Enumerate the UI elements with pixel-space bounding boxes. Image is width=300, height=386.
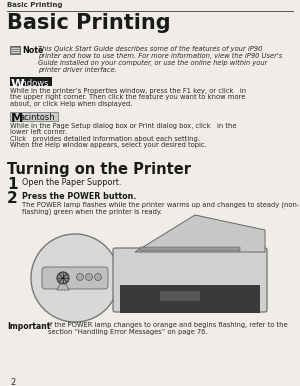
Text: The POWER lamp flashes while the printer warms up and changes to steady (non-: The POWER lamp flashes while the printer… xyxy=(22,202,299,208)
Bar xyxy=(10,112,58,121)
Bar xyxy=(10,77,52,86)
Text: Note: Note xyxy=(22,46,44,55)
Text: Guide installed on your computer, or use the online help within your: Guide installed on your computer, or use… xyxy=(38,59,267,66)
Bar xyxy=(140,247,240,251)
Text: Basic Printing: Basic Printing xyxy=(7,2,62,8)
Text: Basic Printing: Basic Printing xyxy=(7,13,171,33)
Text: Open the Paper Support.: Open the Paper Support. xyxy=(22,178,122,187)
Text: lower left corner.: lower left corner. xyxy=(10,129,67,135)
Text: Click   provides detailed information about each setting.: Click provides detailed information abou… xyxy=(10,136,200,142)
Text: W: W xyxy=(11,78,25,90)
Text: M: M xyxy=(11,112,23,125)
Bar xyxy=(160,291,200,301)
Text: acintosh: acintosh xyxy=(19,113,55,122)
Text: When the Help window appears, select your desired topic.: When the Help window appears, select you… xyxy=(10,142,207,149)
Text: 2: 2 xyxy=(10,378,15,386)
Bar xyxy=(120,285,260,313)
FancyBboxPatch shape xyxy=(42,267,108,289)
Text: While in the Page Setup dialog box or Print dialog box, click   in the: While in the Page Setup dialog box or Pr… xyxy=(10,123,236,129)
Circle shape xyxy=(57,272,69,284)
Text: 1: 1 xyxy=(7,177,17,192)
Text: This Quick Start Guide describes some of the features of your iP90: This Quick Start Guide describes some of… xyxy=(38,46,262,52)
Text: Important: Important xyxy=(7,322,50,331)
Text: flashing) green when the printer is ready.: flashing) green when the printer is read… xyxy=(22,208,162,215)
Circle shape xyxy=(31,234,119,322)
Text: indows: indows xyxy=(19,78,49,88)
Circle shape xyxy=(76,274,83,281)
FancyBboxPatch shape xyxy=(10,46,20,54)
FancyBboxPatch shape xyxy=(113,248,267,312)
Polygon shape xyxy=(135,215,265,252)
Polygon shape xyxy=(57,284,69,290)
Text: 2: 2 xyxy=(7,191,18,206)
Text: section “Handling Error Messages” on page 76.: section “Handling Error Messages” on pag… xyxy=(48,329,208,335)
Text: If the POWER lamp changes to orange and begins flashing, refer to the: If the POWER lamp changes to orange and … xyxy=(48,322,288,328)
Text: Turning on the Printer: Turning on the Printer xyxy=(7,162,191,177)
Text: Press the POWER button.: Press the POWER button. xyxy=(22,192,136,201)
Text: While in the printer’s Properties window, press the F1 key, or click   in: While in the printer’s Properties window… xyxy=(10,88,246,94)
Text: the upper right corner. Then click the feature you want to know more: the upper right corner. Then click the f… xyxy=(10,95,245,100)
Circle shape xyxy=(85,274,92,281)
Text: printer and how to use them. For more information, view the iP90 User's: printer and how to use them. For more in… xyxy=(38,53,282,59)
Circle shape xyxy=(94,274,101,281)
Text: printer driver interface.: printer driver interface. xyxy=(38,66,117,73)
Text: about, or click Help when displayed.: about, or click Help when displayed. xyxy=(10,101,132,107)
